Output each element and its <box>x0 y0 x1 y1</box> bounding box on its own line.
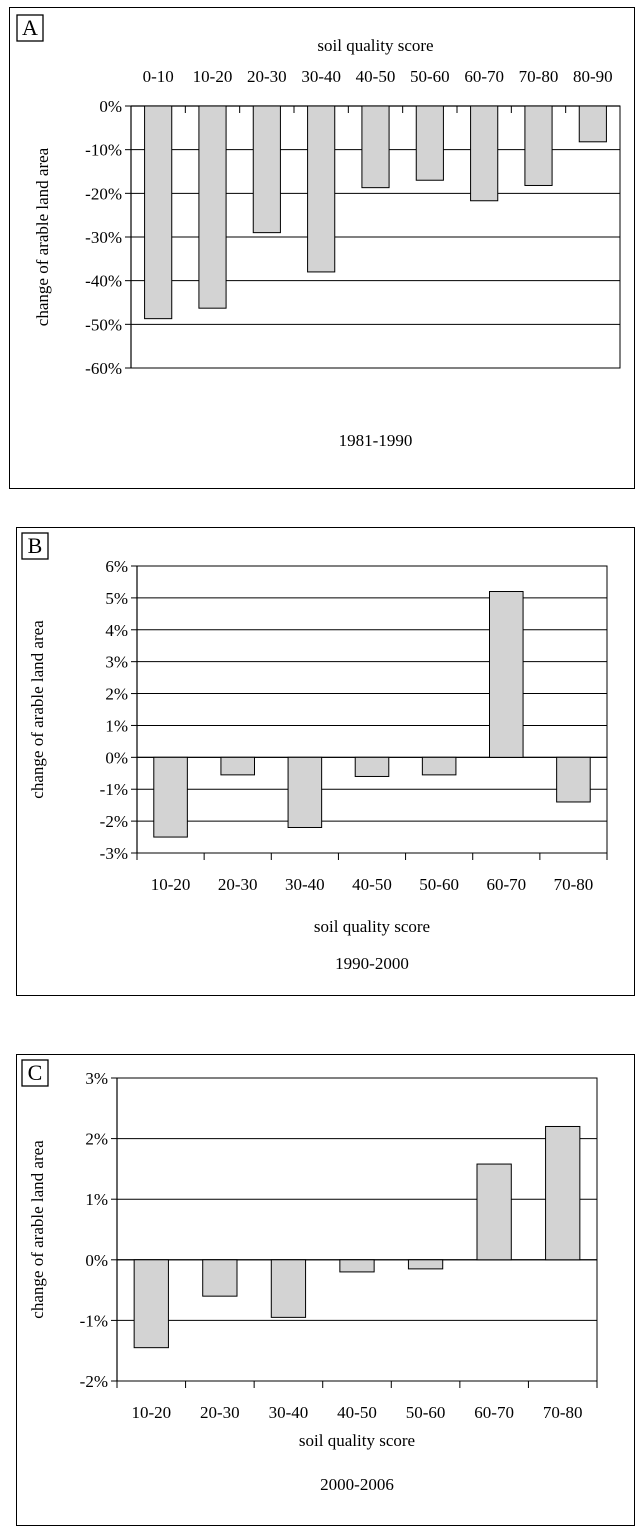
panel-b: B 6% 5% 4% 3% 2% 1% 0% -1% -2% -3% 10-20 20-30 30-40 4… <box>16 527 635 996</box>
x-category-label: 60-70 <box>474 1403 514 1422</box>
x-category-label: 10-20 <box>193 67 233 86</box>
y-tick-label: -1% <box>80 1311 108 1330</box>
y-tick-label: -2% <box>100 812 128 831</box>
chart-title: 1990-2000 <box>335 954 409 973</box>
x-category-label: 40-50 <box>337 1403 377 1422</box>
y-tick-label: 1% <box>105 716 128 735</box>
panel-label-box <box>16 14 44 42</box>
x-category-label: 50-60 <box>406 1403 446 1422</box>
chart-c-svg: C 3% 2% 1% 0% -1% -2% 10-20 20-30 30-40 40-50 50-60… <box>21 1059 598 1494</box>
bar-40-50 <box>354 756 390 777</box>
bar-60-70 <box>489 591 524 758</box>
panel-label-box <box>21 1059 49 1087</box>
y-tick-label: 2% <box>85 1130 108 1149</box>
y-tick-label: 4% <box>105 621 128 640</box>
bar-50-60 <box>407 1259 444 1270</box>
y-tick-label: 5% <box>105 589 128 608</box>
bar-10-20 <box>133 1259 169 1349</box>
bar-70-80 <box>545 1125 581 1261</box>
bar-80-90 <box>578 105 607 143</box>
y-tick-label: -3% <box>100 844 128 863</box>
plot-frame <box>136 565 608 854</box>
panel-label: A <box>22 15 38 40</box>
x-category-label: 70-80 <box>554 875 594 894</box>
x-category-label: 80-90 <box>573 67 613 86</box>
bar-70-80 <box>524 105 553 186</box>
bar-10-20 <box>153 756 188 838</box>
bar-40-50 <box>361 105 390 189</box>
x-category-label: 20-30 <box>200 1403 240 1422</box>
x-category-label: 40-50 <box>352 875 392 894</box>
y-tick-label: -30% <box>85 228 122 247</box>
bar-50-60 <box>421 756 457 776</box>
panel-label: C <box>28 1060 43 1085</box>
panel-a: A 0% -10% -20% -30% -40% -50% -60% 0-10 10-20 20-3… <box>9 7 635 489</box>
chart-title: 1981-1990 <box>339 431 413 450</box>
x-category-label: 20-30 <box>247 67 287 86</box>
bar-10-20 <box>198 105 227 309</box>
panel-label: B <box>28 533 43 558</box>
chart-a-svg: A 0% -10% -20% -30% -40% -50% -60% 0-10 10-20 20-3… <box>16 14 621 450</box>
x-category-label: 20-30 <box>218 875 258 894</box>
panel-c: C 3% 2% 1% 0% -1% -2% 10-20 20-30 30-40 40-50 50-60… <box>16 1054 635 1526</box>
bar-30-40 <box>287 756 323 828</box>
bar-60-70 <box>476 1163 512 1261</box>
y-tick-label: -10% <box>85 141 122 160</box>
y-tick-label: -2% <box>80 1372 108 1391</box>
y-axis-title: change of arable land area <box>28 620 47 799</box>
y-tick-label: -50% <box>85 315 122 334</box>
chart-b-svg: B 6% 5% 4% 3% 2% 1% 0% -1% -2% -3% 10-20 20-30 30-40 4… <box>21 532 608 973</box>
y-tick-label: -20% <box>85 184 122 203</box>
y-tick-label: 1% <box>85 1190 108 1209</box>
y-tick-label: -60% <box>85 359 122 378</box>
bar-20-30 <box>202 1259 238 1297</box>
bar-30-40 <box>270 1259 307 1318</box>
bar-60-70 <box>470 105 499 202</box>
x-axis-title: soil quality score <box>317 36 433 55</box>
x-category-label: 30-40 <box>285 875 325 894</box>
x-axis-title: soil quality score <box>299 1431 415 1450</box>
x-category-label: 10-20 <box>131 1403 171 1422</box>
x-category-label: 50-60 <box>410 67 450 86</box>
panel-label-box <box>21 532 49 560</box>
y-tick-label: 2% <box>105 685 128 704</box>
bar-50-60 <box>415 105 444 181</box>
chart-title: 2000-2006 <box>320 1475 394 1494</box>
y-axis-title: change of arable land area <box>33 147 52 326</box>
bar-0-10 <box>144 105 173 320</box>
y-axis-title: change of arable land area <box>28 1140 47 1319</box>
bar-20-30 <box>220 756 256 776</box>
x-category-label: 60-70 <box>486 875 526 894</box>
x-category-label: 60-70 <box>464 67 504 86</box>
y-tick-label: -40% <box>85 272 122 291</box>
y-tick-label: 3% <box>105 653 128 672</box>
y-tick-label: -1% <box>100 780 128 799</box>
y-tick-label: 0% <box>85 1251 108 1270</box>
plot-frame <box>116 1077 598 1382</box>
y-tick-label: 0% <box>105 748 128 767</box>
bar-40-50 <box>339 1259 375 1273</box>
x-category-label: 70-80 <box>519 67 559 86</box>
y-tick-label: 6% <box>105 557 128 576</box>
bar-30-40 <box>307 105 336 273</box>
x-axis-title: soil quality score <box>314 917 430 936</box>
y-tick-label: 3% <box>85 1069 108 1088</box>
bar-20-30 <box>252 105 281 234</box>
x-category-label: 30-40 <box>301 67 341 86</box>
x-category-label: 30-40 <box>269 1403 309 1422</box>
x-category-label: 10-20 <box>151 875 191 894</box>
x-category-label: 40-50 <box>356 67 396 86</box>
x-category-label: 50-60 <box>419 875 459 894</box>
x-category-label: 0-10 <box>143 67 174 86</box>
x-category-label: 70-80 <box>543 1403 583 1422</box>
y-tick-label: 0% <box>99 97 122 116</box>
bar-70-80 <box>556 756 591 803</box>
